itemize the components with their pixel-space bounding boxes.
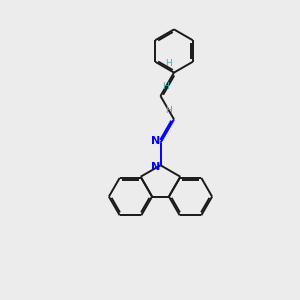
Text: H: H bbox=[165, 59, 172, 68]
Text: H: H bbox=[162, 82, 169, 91]
Text: N: N bbox=[152, 136, 160, 146]
Text: N: N bbox=[152, 162, 160, 172]
Text: H: H bbox=[165, 106, 172, 115]
